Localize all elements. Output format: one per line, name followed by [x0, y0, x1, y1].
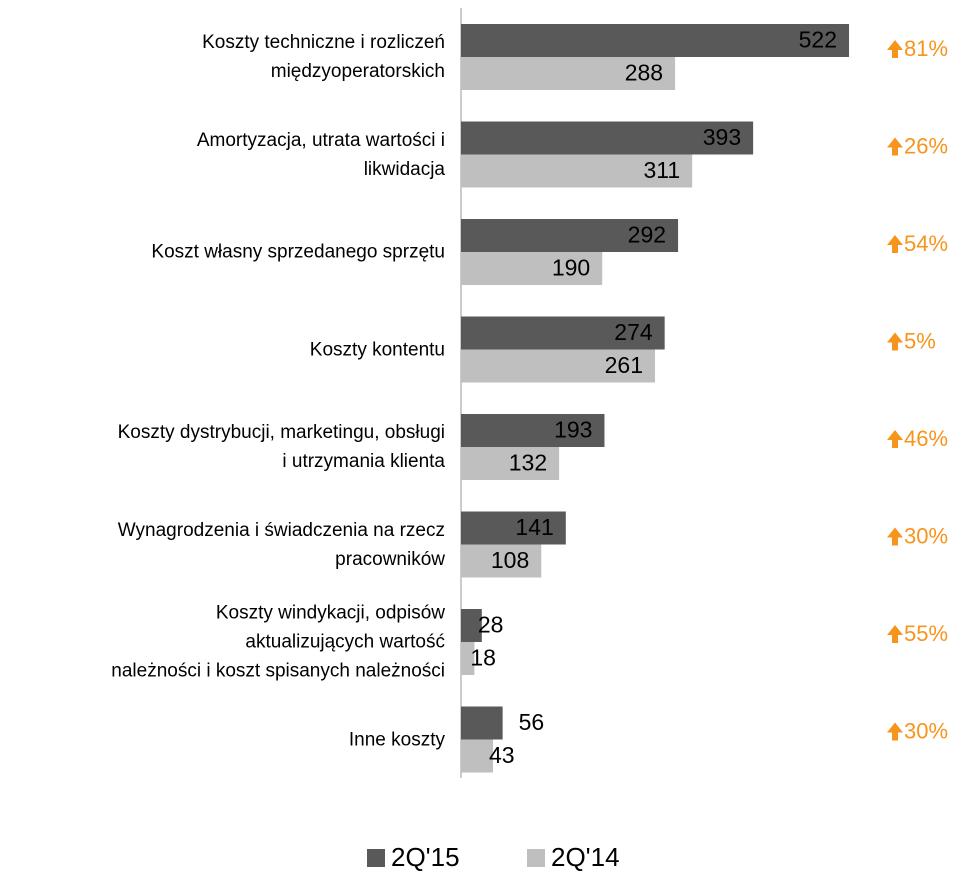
category-label: Amortyzacja, utrata wartości i likwidacj… — [196, 129, 445, 180]
annotation: 30% — [904, 523, 948, 548]
value-label: 261 — [605, 352, 643, 378]
up-arrow — [887, 625, 903, 643]
bar — [461, 24, 850, 57]
legend-label: 2Q'14 — [551, 842, 620, 872]
up-arrow — [887, 527, 903, 546]
annotation: 46% — [904, 426, 948, 451]
annotation: 5% — [904, 328, 936, 353]
annotation: 26% — [904, 133, 948, 158]
up-arrow — [887, 137, 903, 156]
value-label: 292 — [628, 222, 666, 248]
value-label: 141 — [515, 514, 553, 540]
bar — [461, 349, 656, 383]
value-label: 28 — [478, 612, 504, 638]
category-label: Koszty dystrybucji, marketingu, obsługi … — [117, 422, 445, 472]
bar — [461, 219, 679, 252]
bar — [461, 739, 493, 773]
value-label: 56 — [519, 709, 545, 735]
category-label: Koszty kontentu — [309, 339, 445, 360]
legend-swatch — [367, 849, 385, 867]
bar — [461, 57, 676, 90]
annotation: 55% — [904, 621, 948, 646]
up-arrow — [887, 722, 903, 741]
bar — [461, 511, 566, 545]
bar — [461, 609, 482, 642]
bar — [461, 706, 503, 740]
bar — [461, 316, 665, 350]
up-arrow — [887, 40, 903, 58]
bar — [461, 252, 603, 285]
value-label: 190 — [552, 255, 590, 281]
category-label: Koszty windykacji, odpisów aktualizujący… — [111, 602, 445, 682]
value-label: 311 — [644, 157, 681, 183]
annotation: 30% — [904, 718, 948, 743]
category-label: Koszt własny sprzedanego sprzętu — [151, 241, 445, 263]
category-label: Koszty techniczne i rozliczeń międzyoper… — [202, 32, 445, 82]
value-label: 108 — [491, 547, 529, 573]
bar — [461, 447, 560, 480]
legend-swatch — [527, 849, 545, 867]
annotation: 81% — [904, 36, 948, 61]
bar — [461, 642, 475, 675]
value-label: 393 — [703, 124, 741, 150]
value-label: 288 — [625, 60, 663, 86]
value-label: 18 — [470, 645, 496, 671]
bar — [461, 154, 693, 188]
bar — [461, 414, 605, 447]
value-label: 43 — [489, 742, 515, 768]
bar — [461, 121, 754, 155]
up-arrow — [887, 430, 903, 448]
value-label: 132 — [509, 450, 547, 476]
annotation: 54% — [904, 231, 948, 256]
bar — [461, 544, 542, 578]
category-label: Wynagrodzenia i świadczenia na rzecz pra… — [117, 519, 445, 570]
up-arrow — [887, 235, 903, 253]
value-label: 193 — [554, 417, 592, 443]
legend-label: 2Q'15 — [391, 842, 460, 872]
value-label: 522 — [799, 27, 837, 53]
up-arrow — [887, 332, 903, 351]
category-label: Inne koszty — [348, 729, 445, 750]
value-label: 274 — [614, 319, 653, 345]
